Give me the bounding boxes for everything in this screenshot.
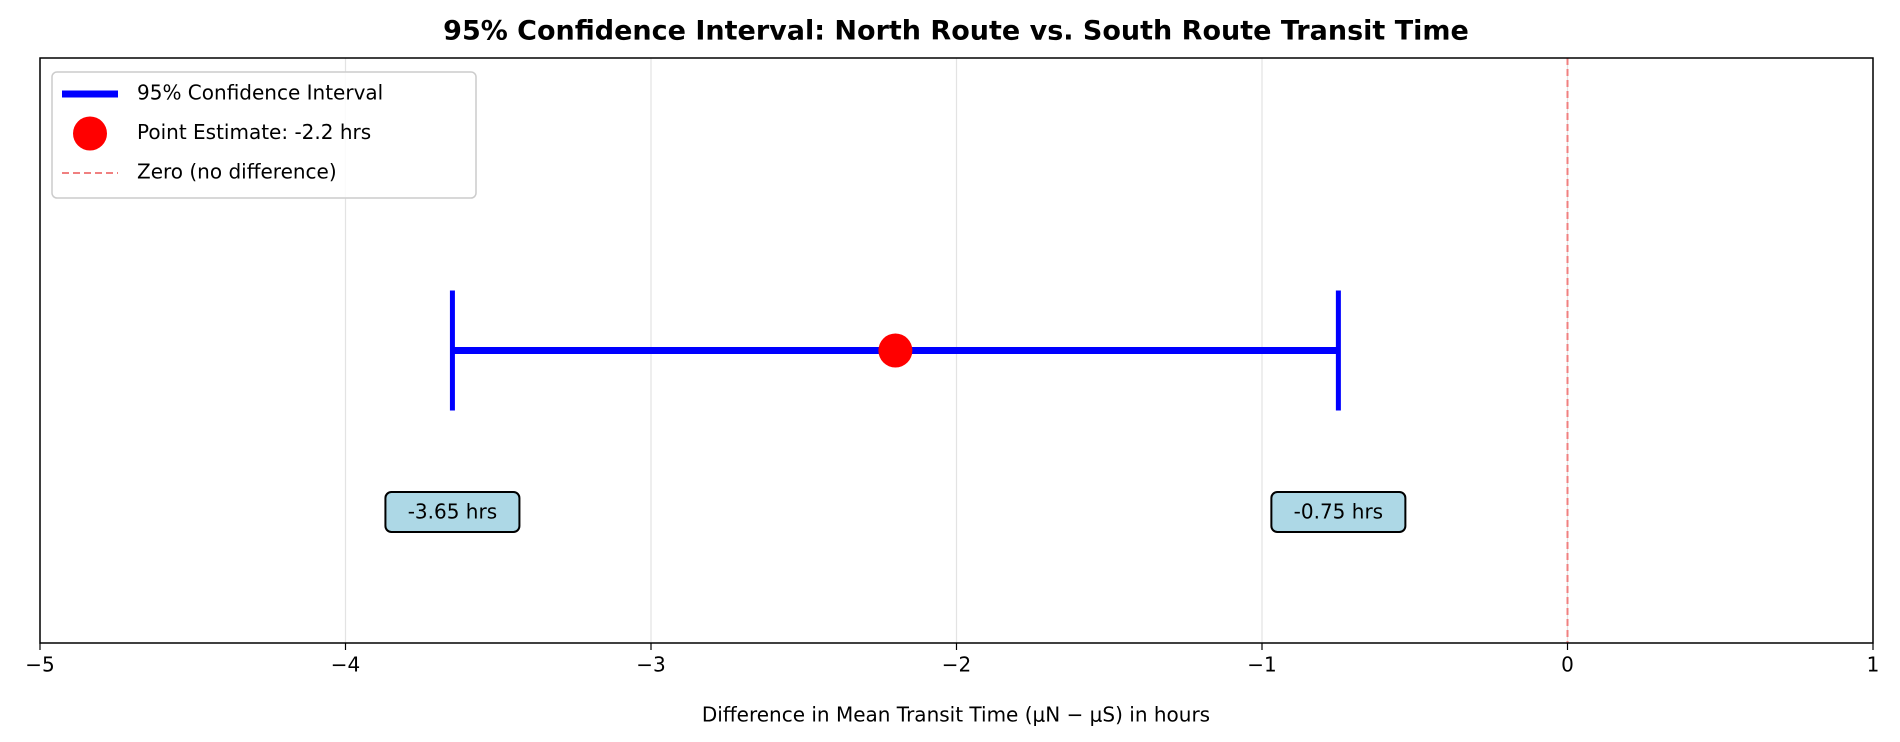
x-tick-label: 0 bbox=[1561, 653, 1574, 677]
plot-frame bbox=[39, 57, 1874, 644]
x-tick-label: 1 bbox=[1867, 653, 1880, 677]
chart-title: 95% Confidence Interval: North Route vs.… bbox=[443, 16, 1469, 47]
legend-label: 95% Confidence Interval bbox=[137, 81, 383, 105]
legend-label: Zero (no difference) bbox=[137, 160, 337, 184]
legend-label: Point Estimate: -2.2 hrs bbox=[137, 120, 371, 144]
x-tick-label: −3 bbox=[636, 653, 665, 677]
x-tick-label: −5 bbox=[25, 653, 54, 677]
value-label-box bbox=[384, 491, 521, 533]
x-axis-label: Difference in Mean Transit Time (μN − μS… bbox=[702, 703, 1210, 727]
x-tick-label: −2 bbox=[942, 653, 971, 677]
x-tick-label: −1 bbox=[1247, 653, 1276, 677]
x-tick-label: −4 bbox=[331, 653, 360, 677]
legend: 95% Confidence Interval Point Estimate: -… bbox=[51, 71, 477, 199]
value-label-group: -0.75 hrs bbox=[1270, 491, 1407, 533]
value-label-box bbox=[1270, 491, 1407, 533]
point-estimate bbox=[878, 333, 913, 368]
value-label-group: -3.65 hrs bbox=[384, 491, 521, 533]
value-label: -3.65 hrs bbox=[408, 500, 497, 524]
legend-box bbox=[51, 71, 477, 199]
legend-swatch bbox=[73, 116, 107, 151]
value-label: -0.75 hrs bbox=[1294, 500, 1383, 524]
